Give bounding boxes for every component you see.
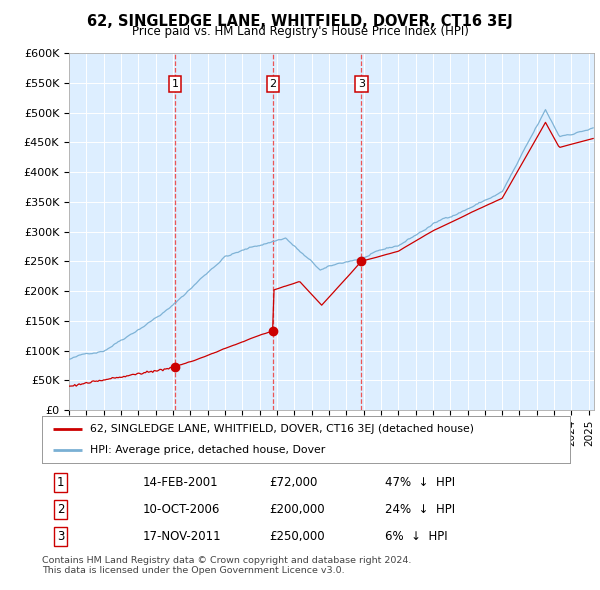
Text: 1: 1 bbox=[57, 476, 64, 489]
Text: 14-FEB-2001: 14-FEB-2001 bbox=[142, 476, 218, 489]
Text: £250,000: £250,000 bbox=[269, 530, 325, 543]
Text: 2: 2 bbox=[57, 503, 64, 516]
Text: 62, SINGLEDGE LANE, WHITFIELD, DOVER, CT16 3EJ (detached house): 62, SINGLEDGE LANE, WHITFIELD, DOVER, CT… bbox=[89, 424, 473, 434]
Text: Price paid vs. HM Land Registry's House Price Index (HPI): Price paid vs. HM Land Registry's House … bbox=[131, 25, 469, 38]
Text: 47%  ↓  HPI: 47% ↓ HPI bbox=[385, 476, 455, 489]
Text: 10-OCT-2006: 10-OCT-2006 bbox=[142, 503, 220, 516]
Text: £200,000: £200,000 bbox=[269, 503, 325, 516]
Text: 17-NOV-2011: 17-NOV-2011 bbox=[142, 530, 221, 543]
Text: HPI: Average price, detached house, Dover: HPI: Average price, detached house, Dove… bbox=[89, 445, 325, 455]
Text: 3: 3 bbox=[57, 530, 64, 543]
Text: Contains HM Land Registry data © Crown copyright and database right 2024.
This d: Contains HM Land Registry data © Crown c… bbox=[42, 556, 412, 575]
Text: £72,000: £72,000 bbox=[269, 476, 317, 489]
Text: 62, SINGLEDGE LANE, WHITFIELD, DOVER, CT16 3EJ: 62, SINGLEDGE LANE, WHITFIELD, DOVER, CT… bbox=[87, 14, 513, 28]
Text: 6%  ↓  HPI: 6% ↓ HPI bbox=[385, 530, 448, 543]
Text: 1: 1 bbox=[172, 79, 179, 89]
Text: 2: 2 bbox=[269, 79, 277, 89]
Text: 3: 3 bbox=[358, 79, 365, 89]
Text: 24%  ↓  HPI: 24% ↓ HPI bbox=[385, 503, 455, 516]
